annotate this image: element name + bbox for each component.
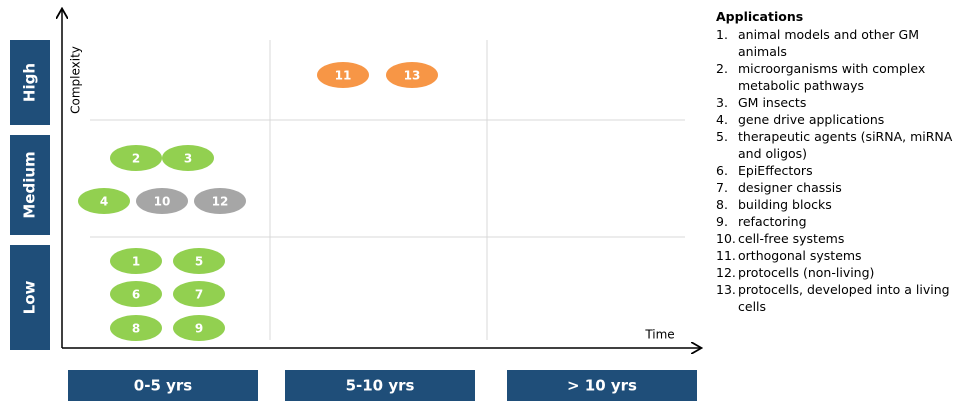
node-label: 12	[212, 195, 229, 209]
application-item: 5. therapeutic agents (siRNA, miRNA and o…	[716, 128, 956, 162]
application-item: 13. protocells, developed into a living c…	[716, 281, 956, 315]
node-label: 3	[184, 152, 192, 166]
applications-title: Applications	[716, 9, 804, 24]
node-label: 6	[132, 288, 140, 302]
item-number: 10.	[716, 231, 736, 246]
item-number: 2.	[716, 61, 728, 76]
node: 2	[110, 145, 162, 171]
application-item: 7. designer chassis	[716, 179, 956, 196]
application-item: 2. microorganisms with complex metabolic …	[716, 60, 956, 94]
node-ellipse	[136, 188, 188, 214]
period-box	[285, 370, 475, 401]
level-label: Low	[21, 281, 39, 315]
node-label: 2	[132, 152, 140, 166]
node-label: 9	[195, 322, 203, 336]
item-text: GM insects	[738, 95, 807, 110]
item-text: refactoring	[738, 214, 807, 229]
node-label: 11	[335, 69, 352, 83]
item-text: microorganisms with complex metabolic pa…	[738, 61, 926, 93]
application-item: 11. orthogonal systems	[716, 247, 956, 264]
node-label: 1	[132, 255, 140, 269]
node-ellipse	[78, 188, 130, 214]
period-box	[507, 370, 697, 401]
node: 13	[386, 62, 438, 88]
period-label: > 10 yrs	[567, 377, 637, 395]
node-label: 10	[154, 195, 171, 209]
node: 10	[136, 188, 188, 214]
item-number: 3.	[716, 95, 728, 110]
item-text: protocells (non-living)	[738, 265, 875, 280]
diagram: Complexity Time High Medium Low 0-5 yrs 5-10…	[10, 0, 710, 401]
item-text: orthogonal systems	[738, 248, 862, 263]
node-label: 4	[100, 195, 108, 209]
node-ellipse	[110, 248, 162, 274]
node-ellipse	[110, 281, 162, 307]
node-ellipse	[173, 248, 225, 274]
node-ellipse	[173, 281, 225, 307]
node-label: 7	[195, 288, 203, 302]
item-number: 1.	[716, 27, 728, 42]
item-number: 13.	[716, 282, 736, 297]
applications-list: 1. animal models and other GM animals 2. mi…	[716, 26, 956, 315]
node: 7	[173, 281, 225, 307]
application-item: 12. protocells (non-living)	[716, 264, 956, 281]
item-text: therapeutic agents (siRNA, miRNA and oli…	[738, 129, 953, 161]
item-number: 8.	[716, 197, 728, 212]
y-axis-label: Complexity	[69, 46, 83, 114]
x-axis-label: Time	[644, 328, 674, 342]
node-ellipse	[317, 62, 369, 88]
node: 4	[78, 188, 130, 214]
node: 11	[317, 62, 369, 88]
node: 8	[110, 315, 162, 341]
level-band	[10, 245, 50, 350]
grid	[90, 40, 685, 340]
period-label: 5-10 yrs	[346, 377, 415, 395]
item-text: animal models and other GM animals	[738, 27, 919, 59]
node-ellipse	[110, 315, 162, 341]
level-band	[10, 135, 50, 235]
item-number: 4.	[716, 112, 728, 127]
item-text: building blocks	[738, 197, 832, 212]
node: 1	[110, 248, 162, 274]
period-box	[68, 370, 258, 401]
item-text: gene drive applications	[738, 112, 885, 127]
node-label: 13	[404, 69, 421, 83]
item-number: 11.	[716, 248, 736, 263]
node-ellipse	[162, 145, 214, 171]
level-band	[10, 40, 50, 125]
application-item: 4. gene drive applications	[716, 111, 956, 128]
level-label: Medium	[21, 151, 39, 218]
node-ellipse	[386, 62, 438, 88]
node-label: 8	[132, 322, 140, 336]
node: 9	[173, 315, 225, 341]
item-text: designer chassis	[738, 180, 842, 195]
application-item: 1. animal models and other GM animals	[716, 26, 956, 60]
node-ellipse	[194, 188, 246, 214]
item-number: 7.	[716, 180, 728, 195]
node: 12	[194, 188, 246, 214]
period-label: 0-5 yrs	[134, 377, 192, 395]
item-number: 6.	[716, 163, 728, 178]
node-ellipse	[110, 145, 162, 171]
application-item: 8. building blocks	[716, 196, 956, 213]
item-number: 5.	[716, 129, 728, 144]
item-text: protocells, developed into a living cell…	[738, 282, 950, 314]
applications: Applications 1. animal models and other G…	[716, 8, 956, 315]
item-number: 12.	[716, 265, 736, 280]
application-item: 6. EpiEffectors	[716, 162, 956, 179]
application-item: 3. GM insects	[716, 94, 956, 111]
application-item: 9. refactoring	[716, 213, 956, 230]
application-item: 10. cell-free systems	[716, 230, 956, 247]
item-text: cell-free systems	[738, 231, 845, 246]
level-label: High	[21, 63, 39, 102]
node-ellipse	[173, 315, 225, 341]
item-text: EpiEffectors	[738, 163, 813, 178]
node: 5	[173, 248, 225, 274]
node: 6	[110, 281, 162, 307]
node: 3	[162, 145, 214, 171]
node-label: 5	[195, 255, 203, 269]
item-number: 9.	[716, 214, 728, 229]
